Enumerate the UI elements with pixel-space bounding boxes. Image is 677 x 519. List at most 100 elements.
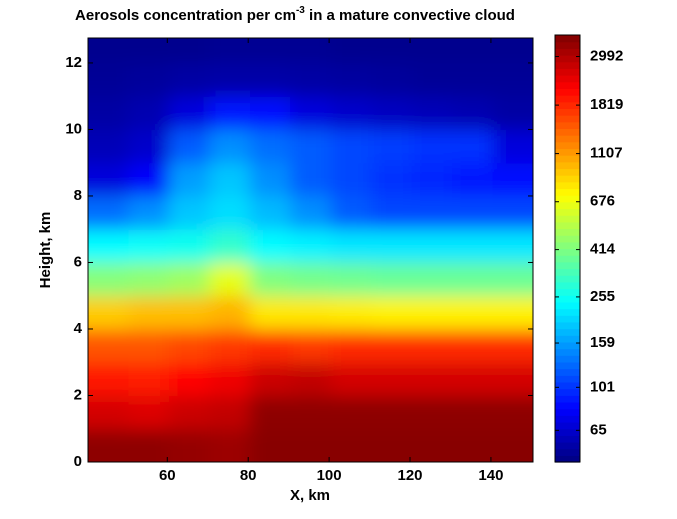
heatmap-cell: [371, 62, 413, 97]
heatmap-cell: [330, 262, 372, 297]
heatmap-cell: [371, 38, 413, 64]
heatmap-cell: [371, 96, 413, 130]
heatmap-cell: [492, 62, 533, 97]
heatmap-cell: [492, 162, 533, 197]
colorbar-swatch: [555, 35, 580, 43]
colorbar-swatch: [555, 308, 580, 316]
heatmap-cell: [371, 295, 413, 330]
heatmap: [88, 38, 533, 462]
heatmap-cell: [168, 395, 210, 430]
heatmap-cell: [249, 229, 291, 263]
heatmap-cell: [330, 62, 372, 97]
heatmap-cell: [411, 295, 453, 330]
heatmap-cell: [492, 328, 533, 363]
colorbar-swatch: [555, 95, 580, 103]
heatmap-cell: [411, 395, 453, 430]
colorbar-swatch: [555, 135, 580, 143]
heatmap-cell: [371, 229, 413, 263]
x-tick-label: 80: [240, 467, 257, 484]
heatmap-cell: [249, 395, 291, 430]
heatmap-cell: [168, 162, 210, 197]
colorbar-swatch: [555, 335, 580, 343]
colorbar-swatch: [555, 168, 580, 176]
heatmap-cell: [452, 395, 494, 430]
heatmap-cell: [88, 129, 129, 164]
colorbar-swatch: [555, 155, 580, 163]
heatmap-cell: [290, 428, 332, 462]
heatmap-cell: [128, 195, 170, 230]
colorbar-swatch: [555, 348, 580, 356]
heatmap-cell: [492, 428, 533, 462]
colorbar-swatch: [555, 421, 580, 430]
title-part: Aerosols concentration per cm: [75, 7, 296, 24]
heatmap-cell: [209, 428, 251, 462]
colorbar-swatch: [555, 268, 580, 276]
heatmap-cell: [209, 295, 251, 330]
x-tick-label: 120: [398, 467, 423, 484]
heatmap-cell: [209, 395, 251, 430]
heatmap-cell: [411, 229, 453, 263]
heatmap-cell: [209, 262, 251, 297]
heatmap-cell: [492, 129, 533, 164]
colorbar-swatch: [555, 88, 580, 96]
heatmap-cell: [492, 295, 533, 330]
colorbar-swatch: [555, 295, 580, 303]
colorbar-swatch: [555, 275, 580, 283]
heatmap-cell: [168, 195, 210, 230]
y-tick-label: 8: [74, 187, 82, 204]
title-superscript: -3: [296, 5, 305, 16]
x-axis-label: X, km: [290, 487, 330, 504]
y-tick-label: 6: [74, 253, 82, 270]
heatmap-cell: [209, 195, 251, 230]
heatmap-cell: [290, 195, 332, 230]
heatmap-cell: [128, 38, 170, 64]
colorbar-swatch: [555, 188, 580, 196]
colorbar: [555, 35, 580, 463]
colorbar-swatch: [555, 141, 580, 150]
colorbar-tick-label: 676: [590, 193, 615, 210]
heatmap-cell: [452, 362, 494, 396]
heatmap-cell: [209, 229, 251, 263]
colorbar-swatch: [555, 181, 580, 190]
heatmap-cell: [168, 262, 210, 297]
heatmap-cell: [290, 162, 332, 197]
colorbar-tick-label: 2992: [590, 47, 623, 64]
heatmap-cell: [209, 162, 251, 197]
heatmap-cell: [330, 428, 372, 462]
heatmap-cell: [330, 328, 372, 363]
heatmap-cell: [168, 129, 210, 164]
heatmap-cell: [209, 96, 251, 130]
colorbar-swatch: [555, 301, 580, 310]
heatmap-cell: [128, 328, 170, 363]
colorbar-swatch: [555, 415, 580, 423]
colorbar-swatch: [555, 228, 580, 236]
heatmap-cell: [492, 262, 533, 297]
heatmap-cell: [209, 362, 251, 396]
colorbar-swatch: [555, 81, 580, 89]
heatmap-cell: [249, 295, 291, 330]
heatmap-cell: [371, 262, 413, 297]
colorbar-tick-label: 414: [590, 241, 616, 258]
heatmap-cell: [249, 362, 291, 396]
heatmap-cell: [88, 295, 129, 330]
heatmap-cell: [492, 362, 533, 396]
heatmap-cell: [209, 328, 251, 363]
heatmap-cell: [330, 162, 372, 197]
heatmap-cell: [371, 195, 413, 230]
heatmap-cell: [411, 362, 453, 396]
y-axis-label: Height, km: [37, 212, 54, 289]
heatmap-cell: [290, 38, 332, 64]
y-tick-label: 4: [74, 320, 83, 337]
colorbar-swatch: [555, 435, 580, 443]
heatmap-cell: [128, 428, 170, 462]
colorbar-swatch: [555, 401, 580, 410]
heatmap-cell: [371, 428, 413, 462]
y-tick-label: 12: [65, 54, 82, 71]
colorbar-tick-label: 255: [590, 288, 615, 305]
colorbar-swatch: [555, 381, 580, 390]
heatmap-cell: [128, 229, 170, 263]
heatmap-cell: [330, 195, 372, 230]
colorbar-swatch: [555, 148, 580, 156]
colorbar-swatch: [555, 355, 580, 363]
